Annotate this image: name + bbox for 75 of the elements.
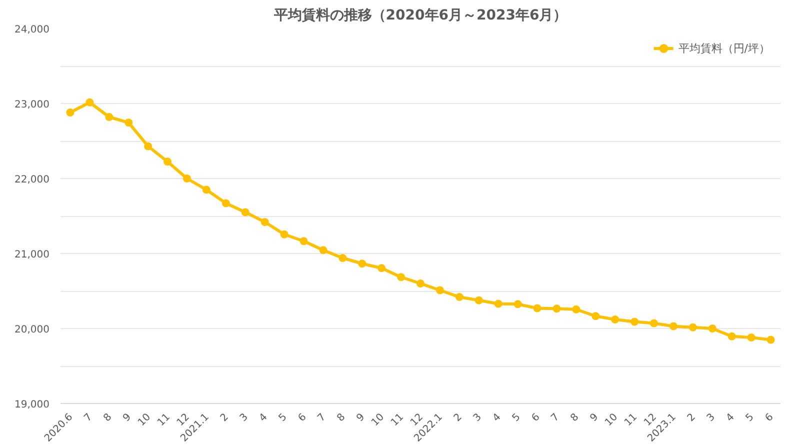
point [378, 264, 386, 272]
x-tick-label: 11 [389, 412, 406, 428]
point [630, 318, 639, 326]
x-tick-label: 5 [744, 412, 756, 424]
point [650, 319, 658, 328]
y-tick-label: 21,000 [14, 250, 50, 260]
x-tick-label: 5 [510, 412, 523, 424]
x-tick-label: 8 [102, 412, 114, 424]
point [280, 230, 288, 238]
y-tick-label: 19,000 [14, 400, 50, 410]
y-tick-label: 20,000 [14, 324, 50, 336]
point [766, 336, 775, 344]
x-tick-label: 8 [568, 412, 582, 424]
point [144, 142, 152, 150]
x-tick-label: 6 [763, 412, 776, 424]
x-tick-label: 7 [82, 412, 95, 424]
x-tick-label: 3 [705, 412, 718, 424]
point [105, 113, 114, 121]
point [182, 174, 191, 182]
y-tick-label: 22,000 [14, 174, 50, 186]
point [552, 304, 561, 313]
x-tick-label: 4 [724, 412, 737, 424]
point [572, 305, 580, 314]
point [260, 218, 269, 226]
point [164, 158, 172, 166]
point [455, 293, 464, 301]
point [124, 118, 133, 127]
point [222, 199, 230, 208]
point [592, 312, 600, 320]
x-tick-label: 11 [156, 412, 172, 428]
point [494, 300, 502, 308]
y-tick-label: 24,000 [14, 24, 50, 36]
y-tick-label: 23,000 [14, 100, 50, 110]
chart-title: 平均賃料の推移（2020年6月～2023年6月） [272, 8, 568, 24]
x-tick-label: 3 [238, 412, 250, 424]
point [397, 273, 406, 282]
point [611, 316, 620, 324]
x-tick-label: 9 [588, 412, 601, 424]
x-tick-label: 2 [218, 412, 231, 424]
point [416, 280, 424, 288]
point [66, 108, 74, 116]
point [669, 322, 678, 330]
point [202, 186, 210, 194]
point [747, 334, 756, 342]
point [708, 324, 716, 332]
x-tick-label: 2 [452, 412, 464, 424]
x-tick-label: 9 [121, 412, 134, 424]
point [241, 208, 250, 216]
x-tick-label: 9 [354, 412, 368, 424]
x-tick-label: 6 [530, 412, 542, 424]
point [688, 323, 697, 332]
point [319, 246, 328, 254]
x-tick-label: 11 [622, 412, 640, 428]
point [533, 304, 542, 312]
x-tick-label: 10 [603, 412, 620, 428]
x-tick-label: 10 [136, 412, 154, 428]
point [338, 254, 347, 262]
x-tick-label: 2 [686, 412, 698, 424]
x-tick-label: 7 [549, 412, 562, 424]
point [436, 286, 444, 294]
point [86, 98, 94, 106]
legend-label: 平均賃料（円/坪） [678, 40, 770, 56]
x-tick-label: 3 [472, 412, 484, 424]
x-tick-label: 6 [296, 412, 309, 424]
x-tick-label: 10 [370, 412, 387, 428]
point [300, 237, 308, 246]
point [358, 260, 366, 268]
x-tick-label: 4 [257, 412, 270, 424]
point [728, 332, 736, 340]
x-tick-label: 7 [316, 412, 328, 424]
x-tick-label: 8 [335, 412, 348, 424]
x-tick-label: 4 [491, 412, 504, 424]
point [514, 300, 522, 308]
point [474, 296, 483, 304]
x-tick-label: 5 [276, 412, 290, 424]
